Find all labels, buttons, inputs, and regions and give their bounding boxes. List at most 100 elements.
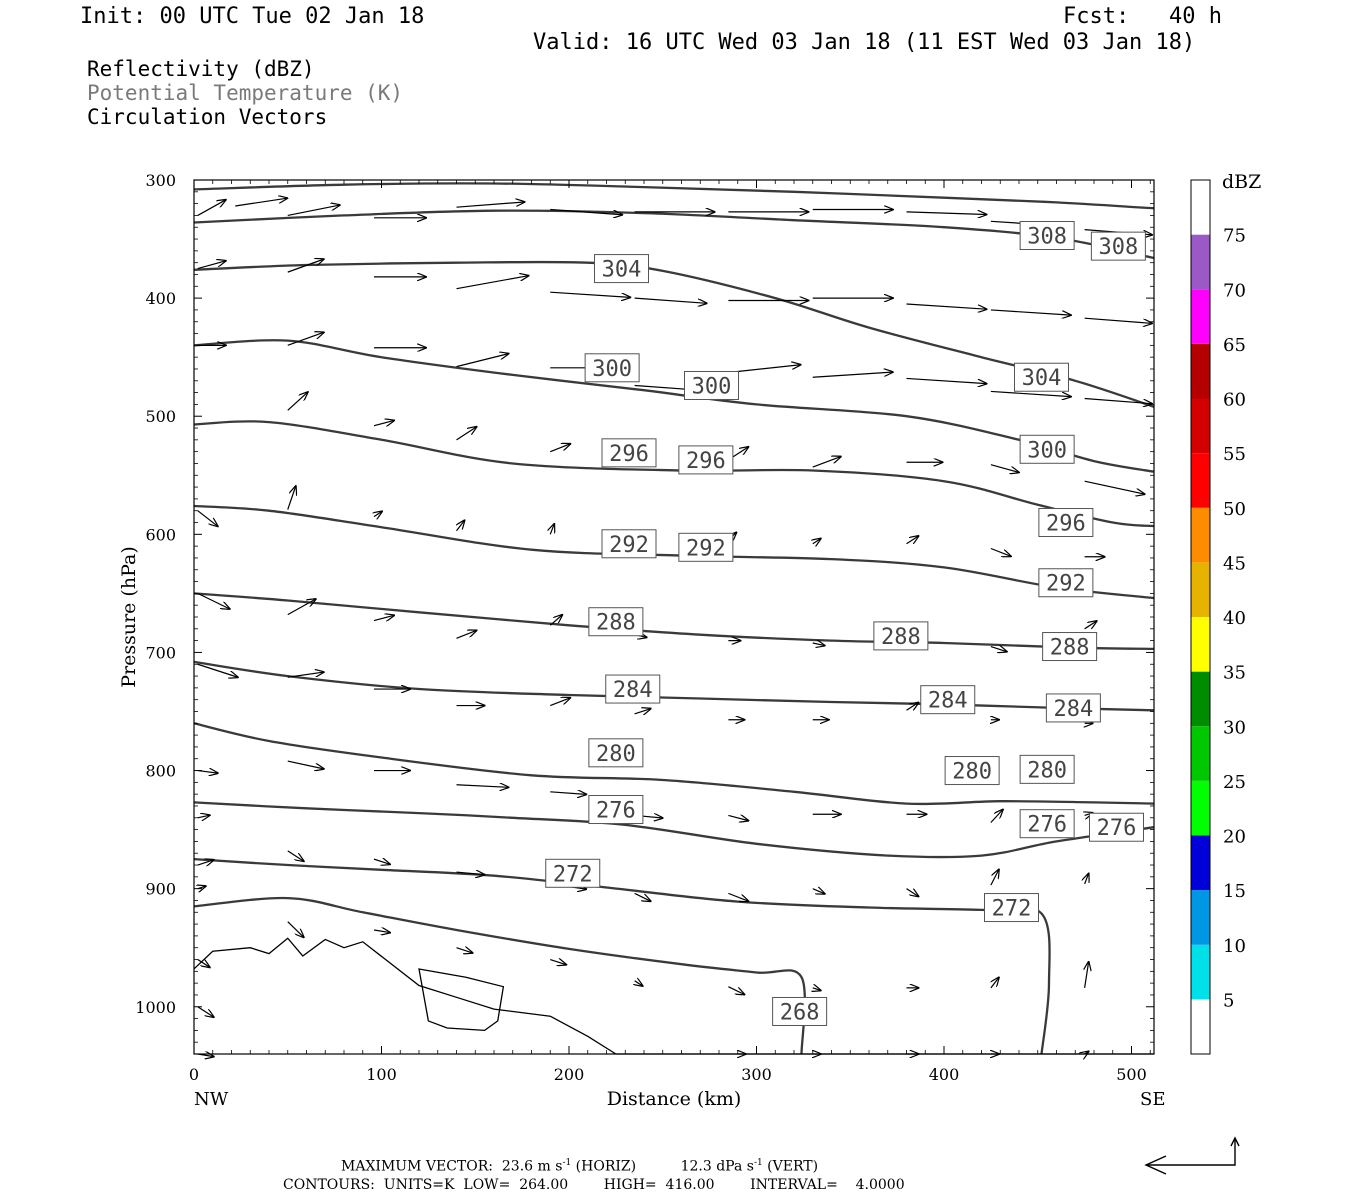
y-tick-label: 600 (145, 525, 176, 544)
contour-label-text: 304 (1022, 366, 1062, 391)
contour-label-box (678, 445, 734, 475)
contour-label-text: 284 (1054, 697, 1094, 722)
contour-label-288: 288 (1042, 632, 1098, 662)
x-tick-label: 400 (929, 1065, 960, 1084)
contour-label-text: 296 (686, 449, 726, 474)
circulation-vector (550, 960, 566, 965)
x-axis-left-end-label: NW (194, 1089, 229, 1110)
y-tick-label: 700 (145, 643, 176, 662)
contour-label-300: 300 (684, 371, 739, 401)
circulation-vector (990, 870, 999, 886)
colorbar-segment (1191, 453, 1210, 508)
contour-label-300: 300 (1019, 434, 1075, 464)
y-axis-label: Pressure (hPa) (118, 546, 140, 688)
x-tick-label: 300 (741, 1065, 772, 1084)
contour-label-box (1090, 231, 1146, 261)
circulation-vector (287, 332, 324, 346)
circulation-vector (287, 205, 340, 217)
contour-label-text: 280 (952, 760, 992, 785)
circulation-vector (1085, 962, 1089, 988)
contour-label-box (920, 685, 976, 715)
circulation-vector (456, 948, 473, 953)
contour-line-276 (193, 801, 1155, 859)
y-tick-label: 400 (145, 289, 176, 308)
contour-label-text: 280 (596, 742, 636, 767)
contour-label-276: 276 (588, 795, 644, 825)
field-title-reflectivity: Reflectivity (dBZ) (87, 57, 315, 81)
circulation-vector (1084, 480, 1145, 494)
y-tick-label: 1000 (135, 998, 176, 1017)
contour-label-box (1019, 809, 1075, 839)
terrain-line (193, 937, 617, 1055)
max-vector-line: MAXIMUM VECTOR: 23.6 m s-1 (HORIZ) 12.3 … (341, 1159, 818, 1174)
circulation-vector (813, 539, 821, 544)
circulation-vector (287, 760, 324, 769)
circulation-vector (287, 921, 304, 938)
colorbar-unit-label: dBZ (1222, 171, 1261, 193)
circulation-vector (197, 959, 210, 968)
contour-label-box (1014, 362, 1069, 392)
contour-label-308: 308 (1090, 231, 1146, 261)
contour-line-288 (193, 592, 1155, 651)
contour-label-box (594, 254, 649, 284)
circulation-vector (456, 276, 529, 290)
contour-label-box (944, 756, 1000, 786)
circulation-vector (550, 208, 622, 215)
contour-label-text: 292 (1046, 572, 1086, 597)
contour-label-box (601, 438, 657, 468)
contour-label-box (605, 674, 661, 704)
contour-label-text: 276 (1027, 813, 1067, 838)
colorbar-tick-label: 35 (1223, 663, 1246, 684)
circulation-vector (287, 486, 296, 510)
circulation-vector (197, 860, 214, 865)
x-axis-label: Distance (km) (607, 1088, 742, 1110)
contour-label-text: 288 (881, 625, 921, 650)
circulation-vector (812, 372, 893, 378)
circulation-vector (549, 615, 562, 626)
circulation-vector (812, 457, 841, 468)
terrain-outline (193, 937, 1154, 1055)
contour-line-272 (193, 857, 1051, 1055)
circulation-vector (991, 977, 999, 989)
circulation-vector (906, 536, 919, 545)
contour-label-text: 284 (613, 678, 653, 703)
circulation-vector (287, 672, 324, 678)
contour-label-text: 304 (602, 258, 642, 283)
circulation-vector (728, 892, 748, 901)
contour-label-box (1038, 568, 1094, 598)
contour-label-text: 296 (1046, 512, 1086, 537)
colorbar-tick-label: 70 (1223, 280, 1246, 301)
contour-label-284: 284 (605, 674, 661, 704)
contour-line-308 (193, 182, 1155, 210)
circulation-vector (197, 663, 238, 677)
circulation-vector (728, 986, 744, 995)
contour-label-box (588, 607, 644, 637)
dbz-colorbar: 5 10 15 20 25 30 35 40 45 50 55 60 65 70 75 (1190, 179, 1246, 1055)
colorbar-segment (1191, 343, 1210, 399)
contour-label-300: 300 (584, 353, 640, 383)
circulation-vector (634, 297, 707, 303)
axes: 0 100 200 300 400 500 300 400 500 600 700 800 900 100… (135, 171, 1154, 1084)
circulation-vector (812, 889, 825, 894)
contour-label-296: 296 (1038, 508, 1094, 538)
circulation-vector (373, 615, 394, 620)
circulation-vector (456, 202, 525, 208)
contour-label-text: 272 (553, 862, 593, 887)
y-tick-label: 900 (145, 880, 176, 899)
circulation-vector (197, 200, 226, 216)
circulation-vector (287, 392, 308, 411)
theta-contours (193, 182, 1155, 1055)
contour-label-text: 276 (1097, 816, 1137, 841)
circulation-vector (728, 815, 748, 820)
colorbar-segment (1191, 180, 1210, 235)
circulation-vector (906, 703, 919, 711)
circulation-vector (373, 420, 394, 425)
contour-label-276: 276 (1019, 809, 1075, 839)
colorbar-segment (1191, 671, 1210, 727)
circulation-vector (812, 643, 825, 646)
circulation-vector (990, 309, 1071, 315)
contour-label-284: 284 (1045, 693, 1101, 723)
contour-label-text: 284 (928, 689, 968, 714)
contour-label-288: 288 (873, 621, 929, 651)
